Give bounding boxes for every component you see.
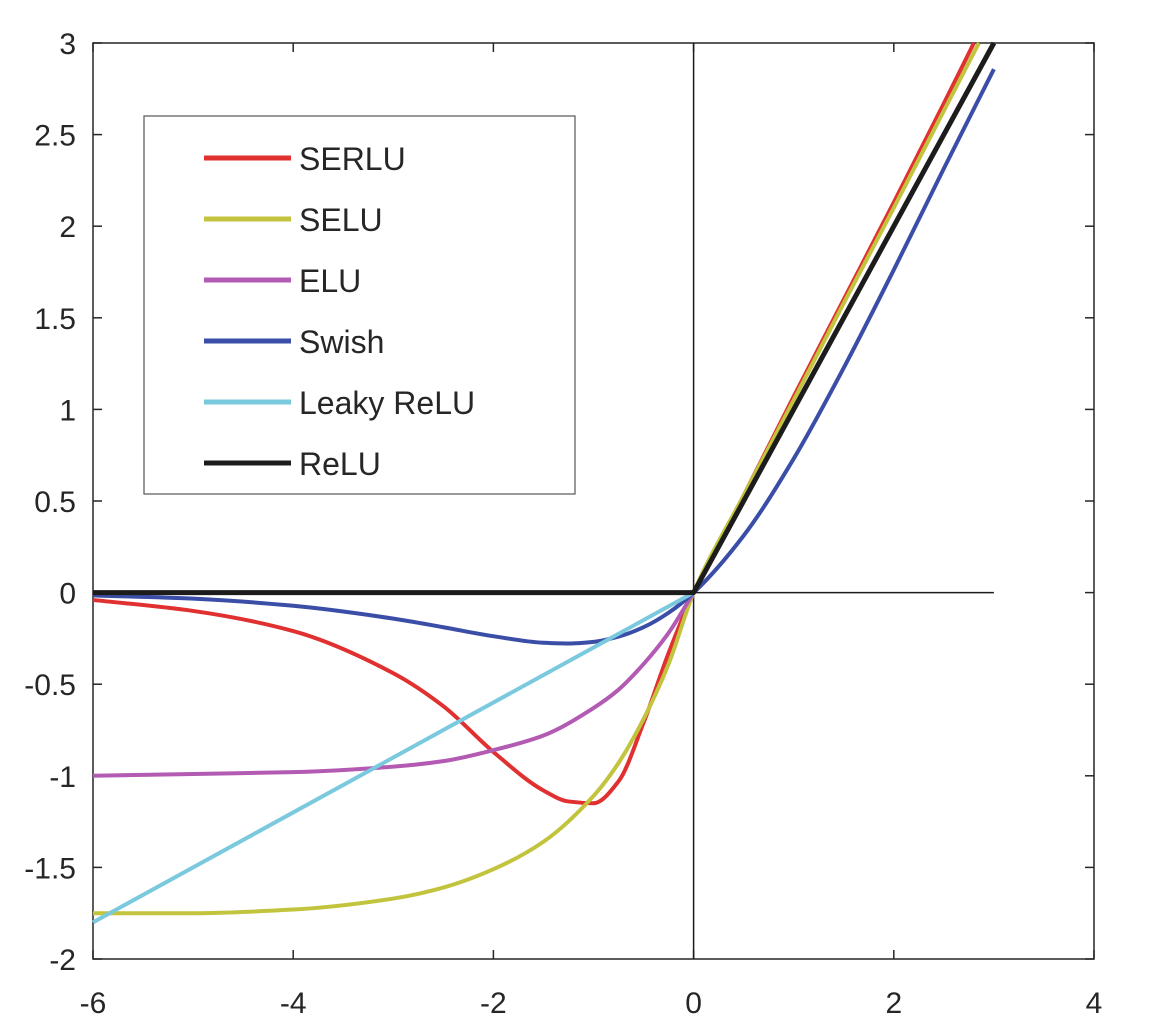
y-tick-label: 0.5 xyxy=(34,486,76,519)
legend-label-leaky-relu: Leaky ReLU xyxy=(299,385,475,421)
y-tick-label: 2 xyxy=(59,211,76,244)
legend-box xyxy=(143,115,576,495)
legend-label-relu: ReLU xyxy=(299,446,381,482)
y-tick-label: 1 xyxy=(59,394,76,427)
legend-label-swish: Swish xyxy=(299,324,384,360)
y-tick-label: -1 xyxy=(49,761,76,794)
y-tick-label: 0 xyxy=(59,578,76,611)
x-tick-label: 2 xyxy=(885,987,902,1020)
y-tick-label: 2.5 xyxy=(34,120,76,153)
series-line-relu xyxy=(93,41,997,596)
y-tick-label: 1.5 xyxy=(34,303,76,336)
legend-label-selu: SELU xyxy=(299,202,383,238)
series-line-elu xyxy=(92,591,696,778)
y-tick-label: -0.5 xyxy=(24,669,76,702)
x-tick-label: -2 xyxy=(480,987,507,1020)
x-tick-label: -4 xyxy=(280,987,307,1020)
axis-tick-labels: -6 -4 -2 0 2 4 -2 -1.5 -1 -0.5 0 0.5 1 1.5 2 2.5 3 xyxy=(24,28,1102,1020)
legend: SERLU SELU ELU Swish Leaky ReLU ReLU xyxy=(143,115,576,495)
y-tick-label: 3 xyxy=(59,28,76,61)
y-tick-label: -1.5 xyxy=(24,852,76,885)
legend-label-elu: ELU xyxy=(299,263,361,299)
series-line-leaky-relu xyxy=(92,590,695,925)
x-tick-label: 0 xyxy=(685,987,702,1020)
series-lines xyxy=(92,41,997,925)
y-tick-label: -2 xyxy=(49,944,76,977)
series-line-selu xyxy=(92,42,981,916)
x-tick-label: -6 xyxy=(80,987,107,1020)
legend-label-serlu: SERLU xyxy=(299,141,406,177)
series-line-swish xyxy=(92,68,996,646)
x-tick-label: 4 xyxy=(1086,987,1103,1020)
